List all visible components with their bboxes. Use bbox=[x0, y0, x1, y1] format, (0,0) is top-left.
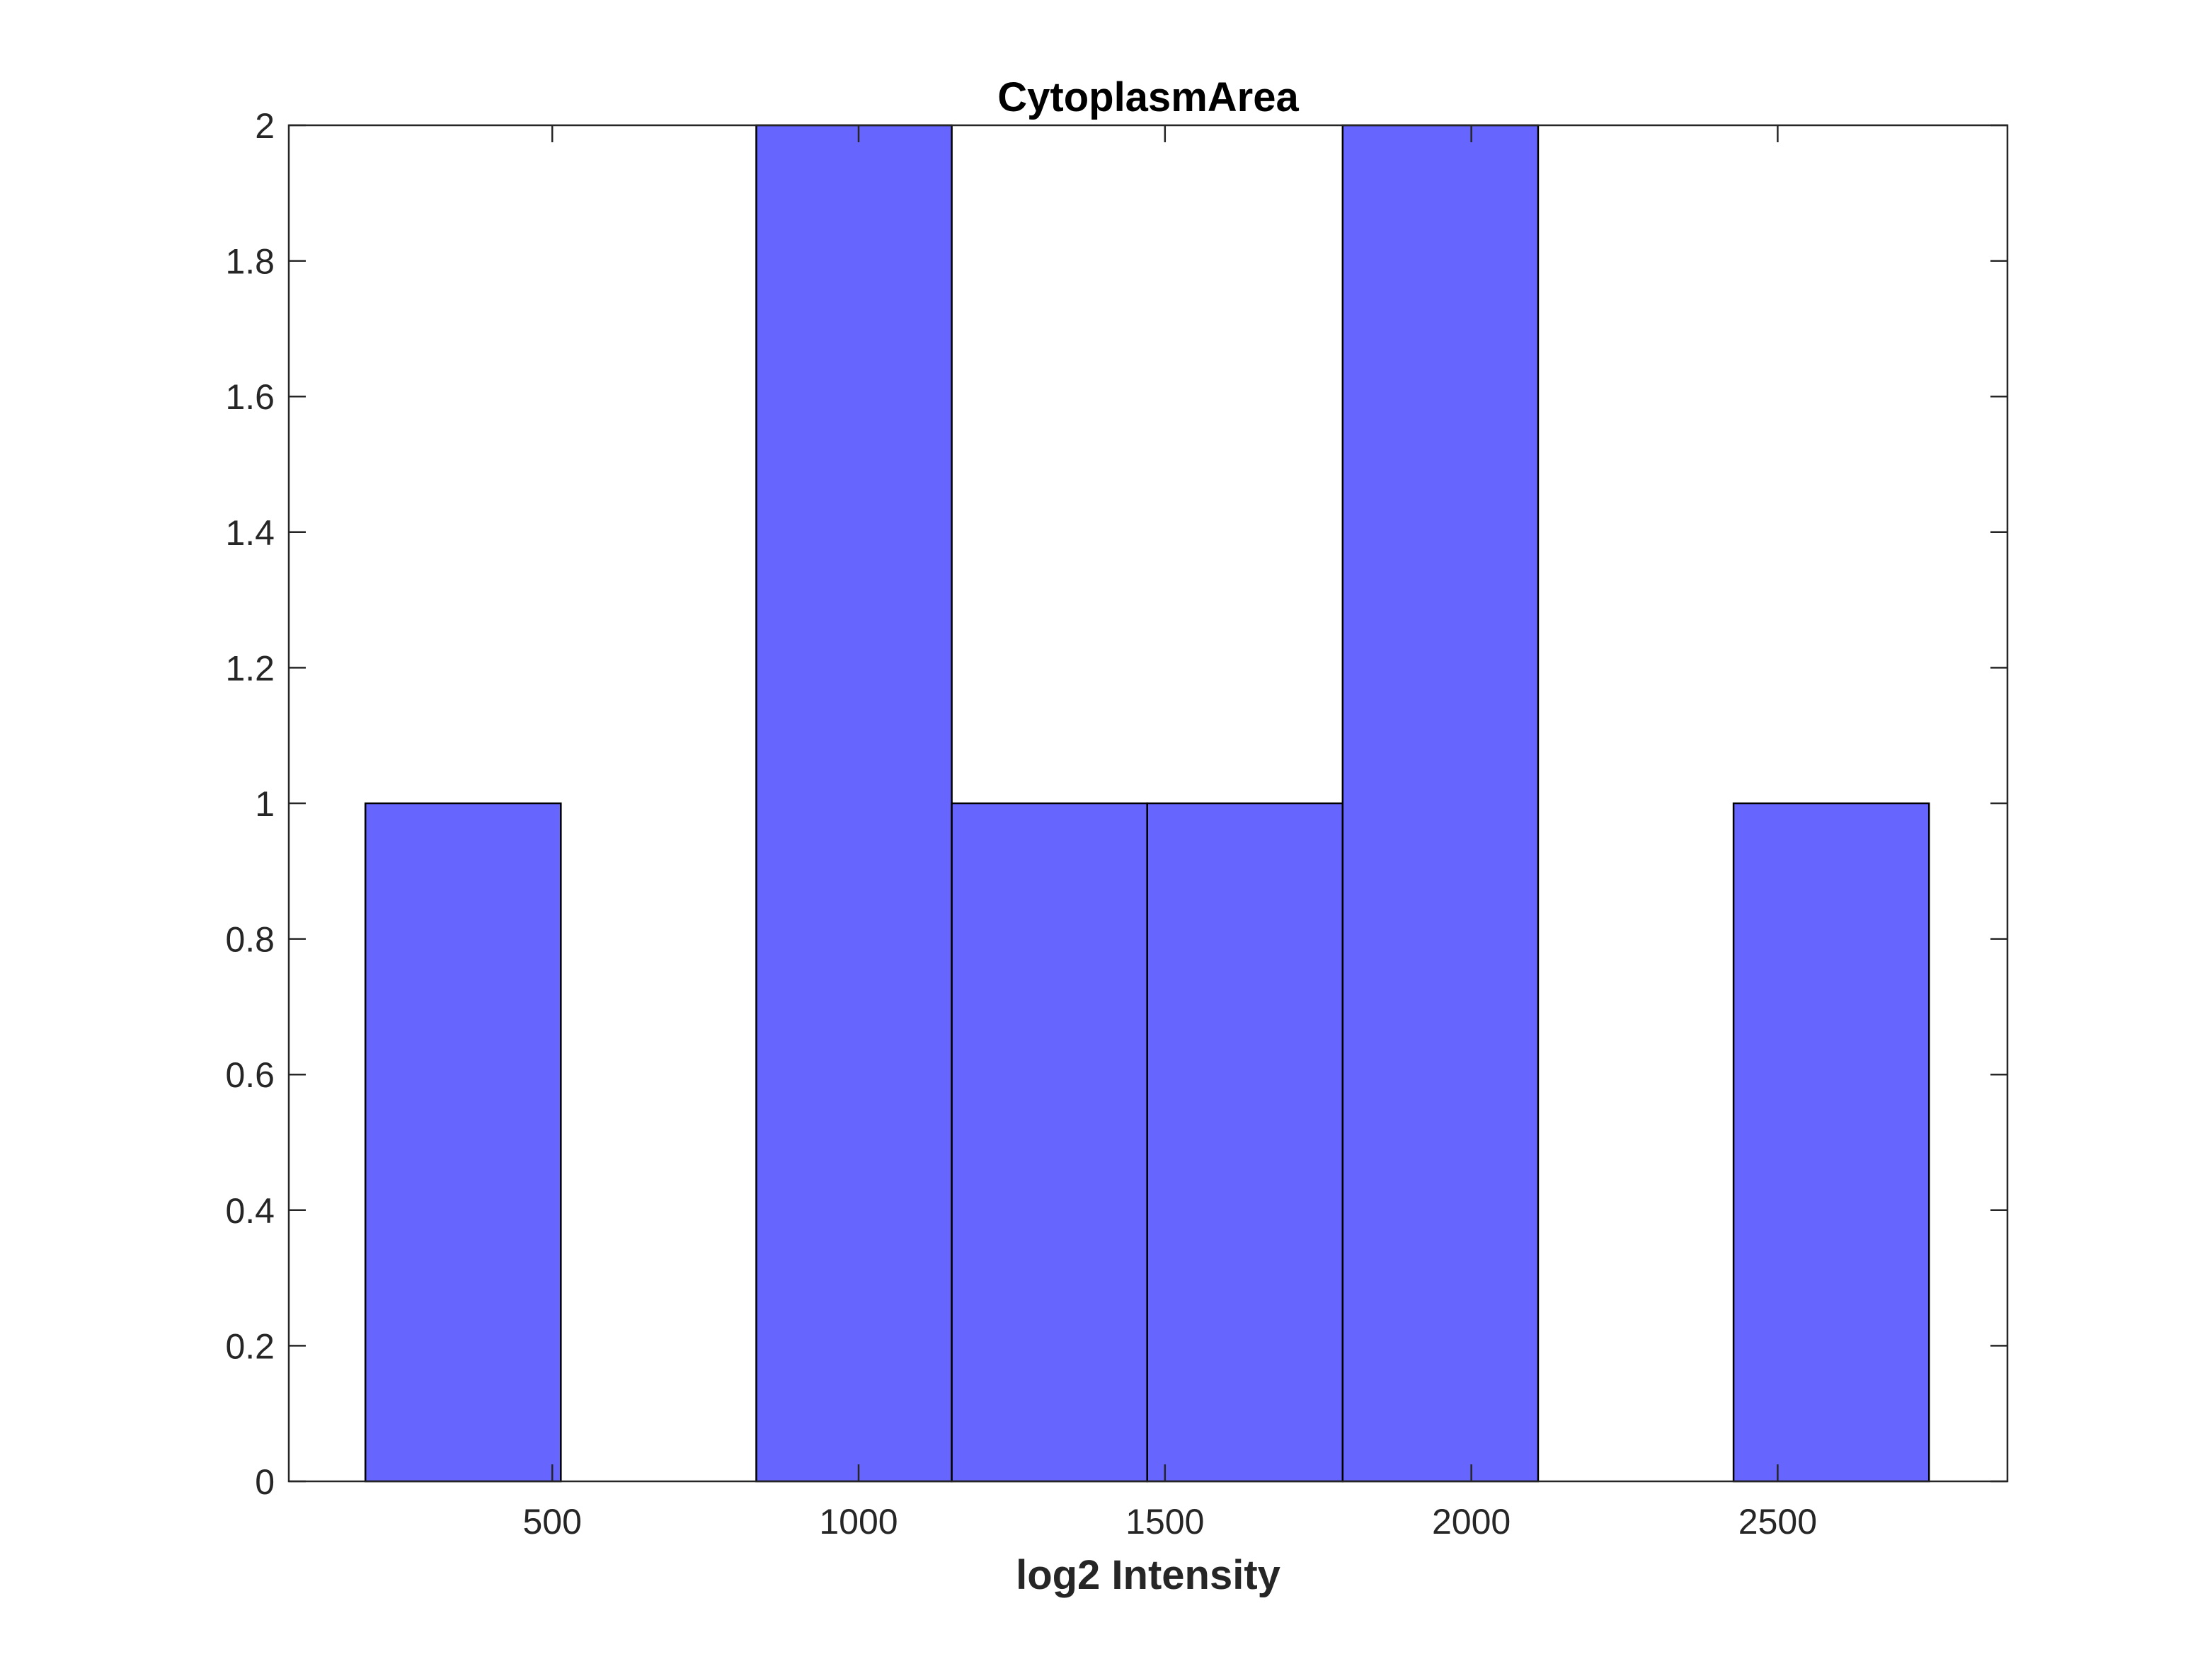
x-tick-label: 1000 bbox=[819, 1502, 898, 1542]
y-tick-label: 1.2 bbox=[225, 648, 275, 688]
histogram-bar bbox=[951, 802, 1148, 1483]
y-tick-label: 0.2 bbox=[225, 1326, 275, 1366]
y-tick-labels: 0 0.2 0.4 0.6 0.8 1 1.2 1.4 1.6 1.8 2 bbox=[225, 106, 275, 1502]
histogram-bar bbox=[1341, 124, 1540, 1483]
y-tick-label: 1 bbox=[255, 784, 275, 824]
y-tick-label: 0.8 bbox=[225, 920, 275, 960]
axis-ticks bbox=[289, 124, 2007, 1483]
chart-title: CytoplasmArea bbox=[997, 74, 1299, 120]
y-tick-label: 1.6 bbox=[225, 377, 275, 417]
histogram-bar bbox=[1146, 802, 1344, 1483]
histogram-bars bbox=[364, 124, 1930, 1483]
histogram-bar bbox=[1732, 802, 1930, 1483]
y-tick-label: 1.4 bbox=[225, 513, 275, 553]
x-tick-label: 1500 bbox=[1125, 1502, 1204, 1542]
x-tick-labels: 500 1000 1500 2000 2500 bbox=[522, 1502, 1817, 1542]
y-tick-label: 2 bbox=[255, 106, 275, 146]
x-axis-label: log2 Intensity bbox=[1016, 1552, 1280, 1598]
y-tick-label: 0 bbox=[255, 1462, 275, 1502]
y-tick-label: 1.8 bbox=[225, 242, 275, 282]
y-tick-label: 0.4 bbox=[225, 1191, 275, 1231]
histogram-bar bbox=[364, 802, 562, 1483]
x-tick-label: 500 bbox=[522, 1502, 581, 1542]
x-tick-label: 2000 bbox=[1432, 1502, 1511, 1542]
y-tick-label: 0.6 bbox=[225, 1055, 275, 1095]
x-tick-label: 2500 bbox=[1738, 1502, 1817, 1542]
histogram-bar bbox=[755, 124, 953, 1483]
